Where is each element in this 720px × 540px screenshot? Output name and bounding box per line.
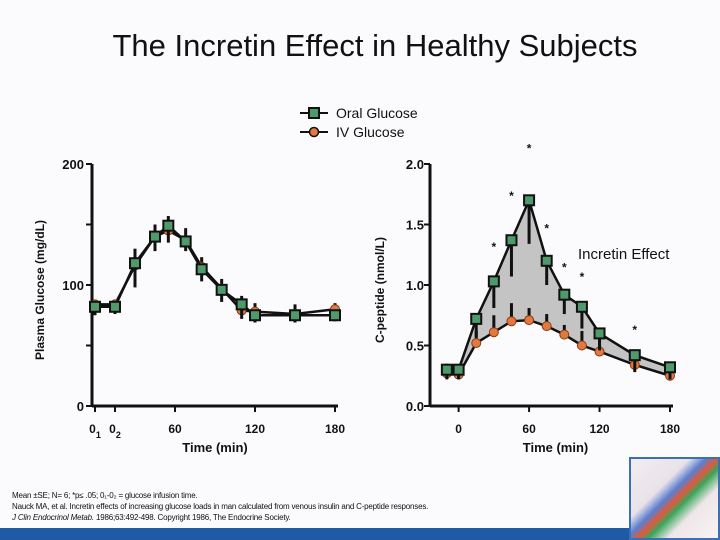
x-tick-label: 60: [522, 422, 536, 436]
data-point-oral: [162, 219, 175, 232]
y-tick-label: 0.0: [406, 399, 424, 414]
significance-asterisk: *: [544, 222, 549, 236]
data-point-oral: [664, 361, 676, 374]
chart-legend: Oral Glucose IV Glucose: [300, 103, 418, 141]
x-tick-label: 120: [245, 422, 265, 436]
significance-asterisk: *: [527, 142, 532, 156]
x-axis-label: Time (min): [523, 440, 589, 455]
data-point-iv: [506, 316, 517, 327]
series-line-oral: [95, 224, 335, 317]
footnote-stats: Mean ±SE; N= 6; *p≤ .05; 0₁-0₂ = glucose…: [12, 491, 198, 500]
data-point-iv: [488, 327, 499, 338]
data-point-oral: [149, 230, 161, 243]
legend-item-oral: Oral Glucose: [300, 103, 418, 122]
y-tick-label: 200: [62, 157, 84, 172]
data-point-oral: [440, 363, 453, 376]
significance-asterisk: *: [492, 240, 497, 254]
x-tick-label: 60: [168, 422, 182, 436]
footnote-citation: Nauck MA, et al. Incretin effects of inc…: [12, 502, 429, 511]
data-point-oral: [452, 363, 465, 376]
data-point-oral: [195, 263, 208, 276]
data-point-oral: [470, 312, 483, 325]
journal-name: J Clin Endocrinol Metab.: [12, 513, 94, 522]
y-tick-label: 1.5: [406, 218, 424, 233]
data-point-oral: [593, 327, 606, 340]
footer-bar: [0, 528, 720, 540]
data-point-iv: [524, 315, 535, 326]
y-tick-label: 2.0: [406, 157, 424, 172]
series-line-iv: [446, 318, 671, 377]
y-axis-label: Plasma Glucose (mg/dL): [33, 220, 47, 360]
x-tick-label: 180: [325, 422, 345, 436]
data-point-iv: [559, 329, 570, 340]
significance-asterisk: *: [580, 270, 585, 284]
data-point-oral: [109, 300, 121, 313]
footnote: Mean ±SE; N= 6; *p≤ .05; 0₁-0₂ = glucose…: [12, 490, 428, 523]
data-point-oral: [487, 275, 500, 288]
x-tick-label: 0: [455, 422, 462, 436]
data-point-oral: [505, 234, 518, 247]
legend-label: IV Glucose: [336, 123, 405, 140]
x-tick-label: 01: [89, 422, 101, 440]
significance-asterisk: *: [562, 260, 567, 274]
data-point-oral: [289, 309, 301, 322]
data-point-oral: [89, 300, 101, 313]
square-marker-icon: [300, 106, 328, 119]
data-point-oral: [235, 298, 248, 311]
data-point-oral: [523, 194, 536, 207]
data-point-oral: [129, 257, 141, 270]
incretin-effect-annotation: Incretin Effect: [578, 246, 670, 263]
journal-details: 1986;63:492-498. Copyright 1986, The End…: [93, 513, 291, 522]
data-point-oral: [558, 288, 571, 301]
y-axis-label: C-peptide (nmol/L): [373, 237, 387, 343]
x-tick-label: 02: [109, 422, 121, 440]
data-point-oral: [179, 235, 192, 248]
legend-item-iv: IV Glucose: [300, 122, 418, 141]
legend-label: Oral Glucose: [336, 104, 418, 121]
data-point-oral: [540, 254, 553, 267]
y-tick-label: 0: [77, 399, 84, 414]
x-tick-label: 180: [660, 422, 680, 436]
data-point-oral: [215, 283, 228, 296]
x-axis-label: Time (min): [182, 440, 248, 455]
incretin-effect-area: [446, 200, 670, 376]
data-point-iv: [541, 321, 552, 332]
circle-marker-icon: [300, 126, 328, 137]
data-point-oral: [329, 309, 341, 322]
data-point-iv: [471, 338, 482, 349]
y-tick-label: 1.0: [406, 278, 424, 293]
x-tick-label: 120: [590, 422, 610, 436]
data-point-oral: [628, 349, 641, 362]
y-tick-label: 0.5: [406, 339, 424, 354]
decorative-image: [629, 457, 720, 540]
slide-title: The Incretin Effect in Healthy Subjects: [112, 28, 638, 63]
y-tick-label: 100: [62, 278, 84, 293]
significance-asterisk: *: [632, 323, 637, 337]
data-point-oral: [249, 309, 261, 322]
significance-asterisk: *: [509, 189, 514, 203]
data-point-oral: [575, 300, 588, 313]
data-point-iv: [576, 340, 587, 351]
footnote-journal: J Clin Endocrinol Metab. 1986;63:492-498…: [12, 512, 428, 523]
